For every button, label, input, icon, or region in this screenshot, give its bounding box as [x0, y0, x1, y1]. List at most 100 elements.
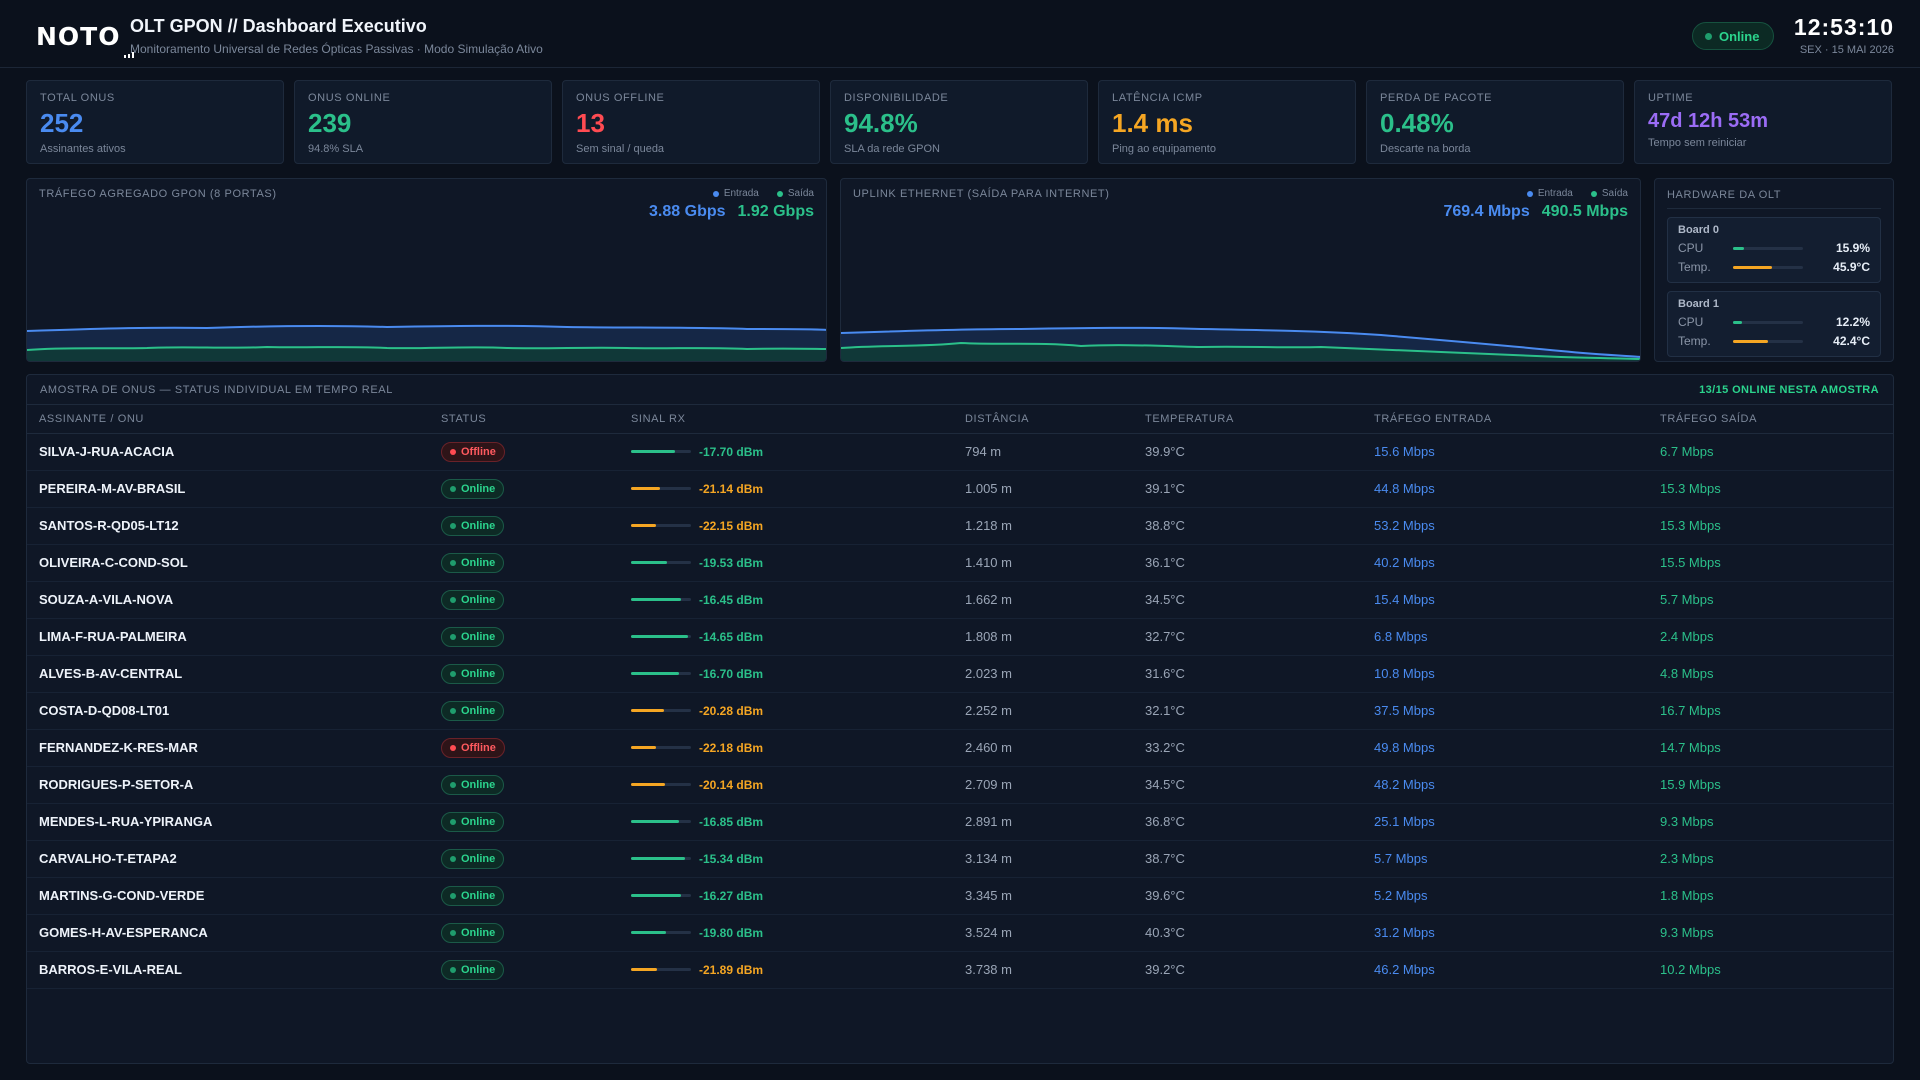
- temp-bar-fill: [1733, 339, 1768, 343]
- connection-status-label: Online: [1719, 28, 1760, 44]
- temperature-value: 34.5°C: [1133, 581, 1362, 619]
- status-dot-icon: [450, 522, 456, 529]
- traffic-out-value: 2.4 Mbps: [1648, 618, 1893, 656]
- col-status[interactable]: STATUS: [429, 405, 619, 434]
- col-temperature[interactable]: TEMPERATURA: [1133, 405, 1362, 434]
- signal-cell: -15.34 dBm: [619, 840, 953, 878]
- signal-indicator: -16.85 dBm: [631, 815, 953, 829]
- temperature-value: 36.8°C: [1133, 803, 1362, 841]
- kpi-card: LATÊNCIA ICMP 1.4 ms Ping ao equipamento: [1098, 80, 1356, 164]
- kpi-value: 239: [308, 108, 352, 138]
- table-row[interactable]: ALVES-B-AV-CENTRAL Online -16.70 dBm 2.023 …: [27, 655, 1893, 693]
- signal-cell: -21.14 dBm: [619, 470, 953, 508]
- status-dot-icon: [450, 448, 456, 455]
- subscriber-name: LIMA-F-RUA-PALMEIRA: [27, 618, 429, 656]
- uplink-traffic-panel: UPLINK ETHERNET (SAÍDA PARA INTERNET) En…: [840, 178, 1641, 362]
- subscriber-name: BARROS-E-VILA-REAL: [27, 951, 429, 989]
- temperature-value: 38.8°C: [1133, 507, 1362, 545]
- table-row[interactable]: SOUZA-A-VILA-NOVA Online -16.45 dBm 1.662 m…: [27, 581, 1893, 619]
- board-list: Board 0 CPU 15.9% Temp. 45.9°C Board 1 CPU 12.2…: [1667, 217, 1881, 357]
- table-row[interactable]: MARTINS-G-COND-VERDE Online -16.27 dBm 3.34…: [27, 877, 1893, 915]
- distance-value: 1.410 m: [953, 544, 1133, 582]
- table-row[interactable]: LIMA-F-RUA-PALMEIRA Online -14.65 dBm 1.808…: [27, 618, 1893, 656]
- signal-cell: -22.15 dBm: [619, 507, 953, 545]
- status-dot-icon: [450, 781, 456, 788]
- temperature-value: 33.2°C: [1133, 729, 1362, 767]
- col-traffic-in[interactable]: TRÁFEGO ENTRADA: [1362, 405, 1648, 434]
- distance-value: 2.891 m: [953, 803, 1133, 841]
- status-label: Online: [461, 889, 496, 902]
- traffic-in-value: 15.4 Mbps: [1362, 581, 1648, 619]
- status-dot-icon: [450, 855, 456, 862]
- status-label: Online: [461, 482, 496, 495]
- kpi-subtext: Sem sinal / queda: [576, 143, 665, 155]
- distance-value: 3.345 m: [953, 877, 1133, 915]
- gpon-out-value: 1.92 Gbps: [737, 203, 814, 220]
- status-dot-icon: [1705, 32, 1712, 40]
- status-cell: Offline: [429, 433, 619, 471]
- table-row[interactable]: GOMES-H-AV-ESPERANCA Online -19.80 dBm 3.52…: [27, 914, 1893, 952]
- status-label: Online: [461, 556, 496, 569]
- table-row[interactable]: PEREIRA-M-AV-BRASIL Online -21.14 dBm 1.005…: [27, 470, 1893, 508]
- signal-value: -19.80 dBm: [699, 925, 764, 940]
- table-row[interactable]: RODRIGUES-P-SETOR-A Online -20.14 dBm 2.709…: [27, 766, 1893, 804]
- status-label: Online: [461, 815, 496, 828]
- signal-indicator: -21.89 dBm: [631, 963, 953, 977]
- signal-bar-fill: [631, 783, 665, 786]
- signal-cell: -16.70 dBm: [619, 655, 953, 693]
- col-traffic-out[interactable]: TRÁFEGO SAÍDA: [1648, 405, 1893, 434]
- signal-cell: -19.80 dBm: [619, 914, 953, 952]
- table-row[interactable]: FERNANDEZ-K-RES-MAR Offline -22.18 dBm 2.46…: [27, 729, 1893, 767]
- kpi-card: ONUS ONLINE 239 94.8% SLA: [294, 80, 552, 164]
- table-row[interactable]: SILVA-J-RUA-ACACIA Offline -17.70 dBm 794 m…: [27, 433, 1893, 471]
- traffic-out-value: 15.5 Mbps: [1648, 544, 1893, 582]
- cpu-label: CPU: [1678, 241, 1704, 255]
- status-cell: Online: [429, 877, 619, 915]
- distance-value: 1.808 m: [953, 618, 1133, 656]
- table-row[interactable]: COSTA-D-QD08-LT01 Online -20.28 dBm 2.252 m…: [27, 692, 1893, 730]
- signal-bar: [631, 968, 691, 971]
- col-distance[interactable]: DISTÂNCIA: [953, 405, 1133, 434]
- subscriber-name: SOUZA-A-VILA-NOVA: [27, 581, 429, 619]
- status-cell: Online: [429, 692, 619, 730]
- connection-status-badge: Online: [1692, 22, 1775, 50]
- signal-cell: -19.53 dBm: [619, 544, 953, 582]
- signal-bar-fill: [631, 894, 681, 897]
- kpi-label: TOTAL ONUS: [40, 92, 115, 104]
- board-card: Board 1 CPU 12.2% Temp. 42.4°C: [1667, 291, 1881, 357]
- onu-table: ASSINANTE / ONU STATUS SINAL RX DISTÂNCI…: [27, 405, 1893, 989]
- col-signal[interactable]: SINAL RX: [619, 405, 953, 434]
- kpi-card: TOTAL ONUS 252 Assinantes ativos: [26, 80, 284, 164]
- cpu-bar-fill: [1733, 246, 1745, 250]
- uplink-in-line: [841, 326, 1640, 358]
- table-row[interactable]: MENDES-L-RUA-YPIRANGA Online -16.85 dBm 2.8…: [27, 803, 1893, 841]
- status-badge: Online: [441, 626, 505, 647]
- signal-indicator: -22.15 dBm: [631, 519, 953, 533]
- status-badge: Online: [441, 552, 505, 573]
- onu-table-header: AMOSTRA DE ONUS — STATUS INDIVIDUAL EM T…: [27, 375, 1893, 405]
- signal-indicator: -19.80 dBm: [631, 926, 953, 940]
- signal-cell: -14.65 dBm: [619, 618, 953, 656]
- signal-bar: [631, 487, 691, 490]
- uplink-legend: Entrada Saída: [1526, 188, 1628, 199]
- gpon-traffic-chart: [27, 324, 826, 361]
- status-badge: Online: [441, 959, 505, 980]
- status-cell: Online: [429, 766, 619, 804]
- brand-logo: NOTO: [36, 22, 134, 58]
- distance-value: 2.460 m: [953, 729, 1133, 767]
- kpi-subtext: Tempo sem reiniciar: [1648, 137, 1747, 149]
- subscriber-name: MENDES-L-RUA-YPIRANGA: [27, 803, 429, 841]
- distance-value: 1.662 m: [953, 581, 1133, 619]
- traffic-out-value: 9.3 Mbps: [1648, 914, 1893, 952]
- table-row[interactable]: BARROS-E-VILA-REAL Online -21.89 dBm 3.738 …: [27, 951, 1893, 989]
- temp-bar: [1733, 339, 1803, 343]
- status-cell: Online: [429, 803, 619, 841]
- table-row[interactable]: OLIVEIRA-C-COND-SOL Online -19.53 dBm 1.410…: [27, 544, 1893, 582]
- col-subscriber[interactable]: ASSINANTE / ONU: [27, 405, 429, 434]
- table-row[interactable]: SANTOS-R-QD05-LT12 Online -22.15 dBm 1.218 …: [27, 507, 1893, 545]
- traffic-in-value: 6.8 Mbps: [1362, 618, 1648, 656]
- distance-value: 3.738 m: [953, 951, 1133, 989]
- signal-bar-fill: [631, 487, 660, 490]
- traffic-out-value: 14.7 Mbps: [1648, 729, 1893, 767]
- table-row[interactable]: CARVALHO-T-ETAPA2 Online -15.34 dBm 3.134 m…: [27, 840, 1893, 878]
